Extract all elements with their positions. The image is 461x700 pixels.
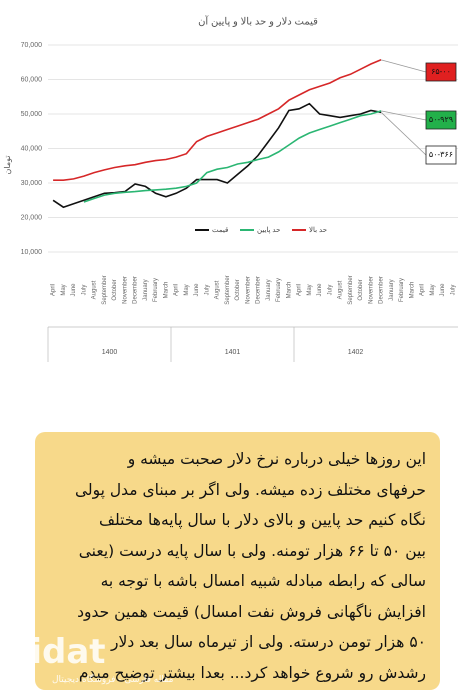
x-tick-label: May <box>430 284 436 295</box>
x-tick-label: December <box>133 276 139 304</box>
x-tick-label: July <box>450 285 456 296</box>
note-line: بین ۵۰ تا ۶۶ هزار تومنه. ولی با سال پایه… <box>78 541 426 560</box>
series-line <box>52 102 382 209</box>
series-line <box>83 110 382 203</box>
x-tick-label: January <box>389 279 395 300</box>
x-tick-label: October <box>112 279 118 300</box>
x-tick-label: May <box>307 284 313 295</box>
y-axis-label: تومان <box>3 156 12 175</box>
y-tick-label: 40,000 <box>21 145 43 152</box>
x-tick-label: January <box>266 279 272 300</box>
x-tick-label: January <box>143 279 149 300</box>
year-label: 1401 <box>225 349 241 356</box>
chart-title: قیمت دلار و حد بالا و پایین آن <box>198 15 318 28</box>
y-tick-label: 30,000 <box>21 180 43 187</box>
legend-label: حد پایین <box>257 226 280 234</box>
x-tick-label: August <box>215 280 221 299</box>
year-label: 1400 <box>102 349 118 356</box>
note-line: ۵۰ هزار تومن درسته. ولی از تیرماه سال بع… <box>111 633 426 651</box>
x-tick-label: October <box>358 279 364 300</box>
x-tick-label: May <box>184 284 190 295</box>
annotation-text: ۵۰-۹۲۹ <box>429 115 453 124</box>
annotation-box <box>425 145 457 165</box>
y-tick-label: 50,000 <box>21 111 43 118</box>
note-line: نگاه کنیم حد پایین و بالای دلار با سال پ… <box>98 511 426 529</box>
x-tick-label: June <box>317 283 323 297</box>
annotation-text: ۵۰-۳۶۶ <box>429 150 453 159</box>
year-label: 1402 <box>348 349 364 356</box>
x-tick-label: June <box>71 283 77 297</box>
annotation-arrow <box>381 59 427 73</box>
y-tick-label: 20,000 <box>21 214 43 221</box>
x-tick-label: March <box>409 282 415 299</box>
x-tick-label: December <box>256 276 262 304</box>
x-tick-label: February <box>399 278 405 302</box>
annotation-arrow <box>380 111 427 156</box>
x-tick-label: December <box>379 276 385 304</box>
x-tick-label: November <box>122 276 128 304</box>
x-tick-label: September <box>348 275 354 304</box>
note-line: رشدش رو شروع خواهد کرد... بعدا بیشتر توض… <box>78 663 426 682</box>
annotation-box <box>425 110 457 130</box>
x-tick-label: February <box>153 278 159 302</box>
x-tick-label: April <box>174 284 180 296</box>
note-line: حرفهای مختلف زده میشه. ولی اگر بر مبنای … <box>74 480 426 499</box>
x-tick-label: July <box>204 285 210 296</box>
x-tick-label: September <box>225 275 231 304</box>
note-line: این روزها خیلی درباره نرخ دلار صحبت میشه… <box>127 450 426 468</box>
watermark-caption: مقاله فارسی - فروشگاه دیجیتال <box>52 675 174 685</box>
x-tick-label: March <box>286 282 292 299</box>
x-tick-label: April <box>51 284 57 296</box>
x-tick-label: April <box>420 284 426 296</box>
x-tick-label: July <box>327 285 333 296</box>
x-tick-label: November <box>368 276 374 304</box>
legend-label: قیمت <box>212 227 228 234</box>
note-line: سالی که رابطه مبادله شبیه امسال باشه با … <box>100 572 426 590</box>
chart: قیمت دلار و حد بالا و پایین آن تومان 10,… <box>3 15 458 362</box>
y-tick-label: 70,000 <box>21 42 43 49</box>
annotation-arrow <box>381 110 427 121</box>
annotation-box <box>425 62 457 82</box>
y-tick-label: 60,000 <box>21 76 43 83</box>
y-tick-label: 10,000 <box>21 249 43 256</box>
x-tick-label: August <box>92 280 98 299</box>
x-tick-label: June <box>440 283 446 297</box>
x-tick-label: November <box>245 276 251 304</box>
annotation-text: ۶۵-۰۰ <box>431 67 451 76</box>
x-tick-label: October <box>235 279 241 300</box>
note-line: افزایش ناگهانی فروش نفت امسال) قیمت همین… <box>77 602 426 621</box>
series-line <box>53 59 382 181</box>
note: این روزها خیلی درباره نرخ دلار صحبت میشه… <box>35 432 440 690</box>
x-tick-label: March <box>163 282 169 299</box>
x-tick-label: February <box>276 278 282 302</box>
x-tick-label: September <box>102 275 108 304</box>
x-tick-label: April <box>297 284 303 296</box>
x-tick-label: June <box>194 283 200 297</box>
x-tick-label: August <box>338 280 344 299</box>
x-tick-label: July <box>81 285 87 296</box>
watermark-logo: gidat <box>6 632 106 672</box>
legend-label: حد بالا <box>309 226 327 234</box>
x-tick-label: May <box>61 284 67 295</box>
